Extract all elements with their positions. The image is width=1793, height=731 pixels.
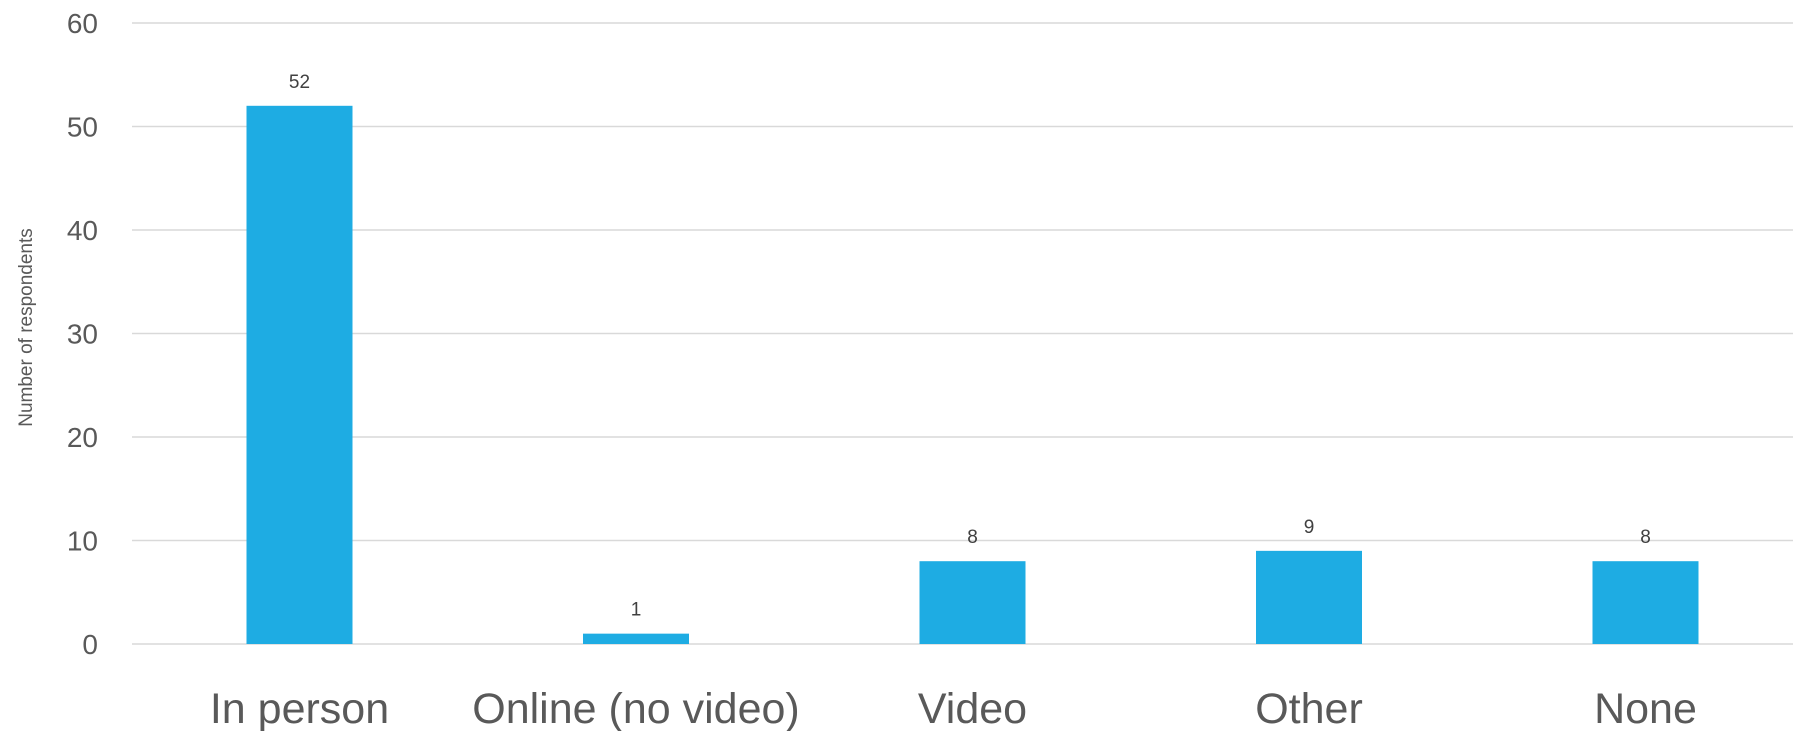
y-axis-ticks: 0 10 20 30 40 50 60 bbox=[67, 8, 98, 660]
x-tick-label: In person bbox=[210, 685, 389, 731]
y-tick-label: 40 bbox=[67, 215, 98, 246]
data-label: 8 bbox=[967, 527, 978, 548]
x-tick-label: Other bbox=[1255, 685, 1363, 731]
x-tick-label: None bbox=[1594, 685, 1697, 731]
bar bbox=[583, 634, 689, 644]
x-tick-label: Video bbox=[918, 685, 1027, 731]
y-tick-label: 20 bbox=[67, 422, 98, 453]
data-label: 1 bbox=[631, 600, 642, 621]
bars bbox=[247, 106, 1699, 644]
data-label: 9 bbox=[1304, 517, 1315, 538]
y-tick-label: 0 bbox=[82, 629, 98, 660]
y-axis-title: Number of respondents bbox=[16, 228, 37, 427]
y-tick-label: 50 bbox=[67, 112, 98, 143]
y-tick-label: 60 bbox=[67, 8, 98, 39]
x-tick-label: Online (no video) bbox=[472, 685, 799, 731]
data-label: 52 bbox=[289, 72, 310, 93]
bar bbox=[1593, 561, 1699, 644]
y-tick-label: 10 bbox=[67, 526, 98, 557]
x-axis-ticks: In person Online (no video) Video Other None bbox=[210, 685, 1697, 731]
y-tick-label: 30 bbox=[67, 319, 98, 350]
bar bbox=[1256, 551, 1362, 644]
bar bbox=[247, 106, 353, 644]
data-labels: 52 1 8 9 8 bbox=[289, 72, 1651, 621]
gridlines bbox=[132, 23, 1793, 644]
data-label: 8 bbox=[1640, 527, 1651, 548]
bar bbox=[920, 561, 1026, 644]
